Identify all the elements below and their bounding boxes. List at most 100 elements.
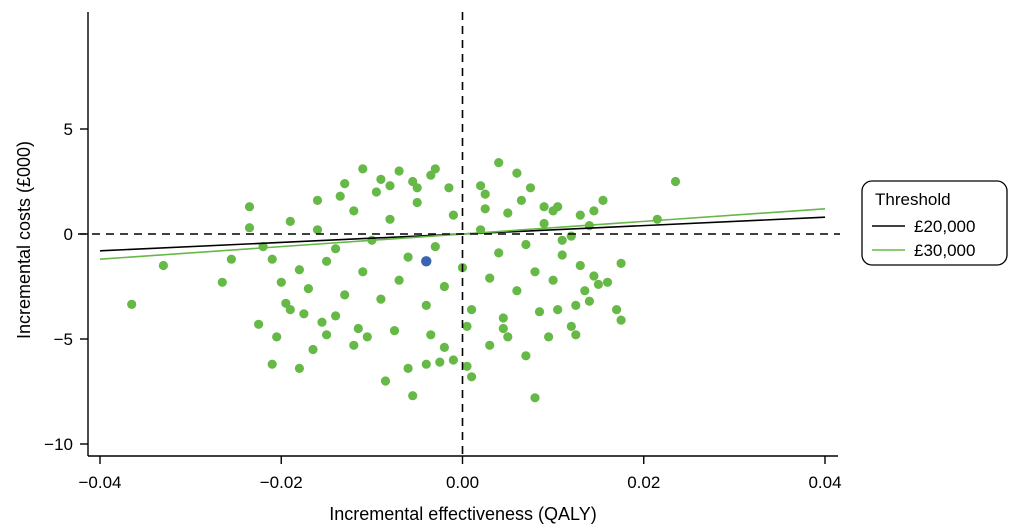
data-point — [566, 231, 576, 241]
y-tick-label: 5 — [64, 120, 73, 139]
data-point — [412, 197, 422, 208]
data-point — [439, 281, 449, 292]
data-point — [299, 309, 309, 319]
data-point — [503, 208, 513, 218]
data-point — [317, 317, 327, 327]
data-point — [534, 307, 545, 317]
data-point — [467, 372, 477, 382]
data-point — [376, 174, 386, 184]
data-point — [566, 321, 576, 331]
y-tick-label: −10 — [44, 435, 73, 454]
data-point — [593, 279, 604, 289]
x-tick-label: −0.02 — [260, 473, 303, 492]
data-point — [281, 298, 291, 308]
data-point — [426, 330, 436, 340]
reference-lines — [78, 12, 840, 456]
data-point — [408, 176, 418, 187]
data-point — [557, 235, 567, 245]
data-point — [127, 299, 137, 309]
data-point — [158, 260, 168, 271]
data-point — [421, 359, 431, 369]
data-point — [521, 351, 531, 361]
data-point — [512, 286, 522, 296]
y-axis-label: Incremental costs (£000) — [14, 141, 34, 339]
data-point — [575, 260, 585, 271]
data-point — [598, 195, 608, 205]
data-point — [530, 267, 540, 277]
data-point — [467, 305, 477, 315]
data-point — [331, 244, 341, 254]
data-point — [380, 376, 391, 386]
data-point — [408, 391, 418, 401]
data-point — [254, 319, 264, 329]
data-point — [267, 359, 277, 369]
y-tick-label: −5 — [54, 330, 73, 349]
data-point — [362, 332, 372, 342]
data-point — [394, 275, 404, 285]
data-point — [394, 166, 404, 176]
mean-point — [421, 256, 432, 267]
data-point — [612, 305, 622, 315]
data-point — [553, 202, 563, 212]
data-point — [340, 290, 350, 300]
data-point — [244, 202, 255, 212]
x-tick-label: −0.04 — [78, 473, 121, 492]
data-point — [516, 195, 527, 205]
data-point — [258, 242, 268, 252]
data-point — [376, 294, 386, 304]
data-point — [616, 315, 626, 325]
data-point — [335, 191, 345, 201]
data-point — [430, 164, 440, 174]
legend-title: Threshold — [875, 190, 951, 209]
data-point — [498, 313, 508, 323]
data-point — [503, 332, 513, 342]
mean-point-layer — [421, 256, 432, 267]
data-point — [389, 326, 400, 336]
data-point — [580, 286, 590, 296]
data-point — [322, 330, 332, 340]
data-point — [272, 332, 282, 342]
data-point — [303, 284, 313, 294]
axes: −0.04 −0.02 0.00 0.02 0.04 −10 −5 0 5 — [44, 12, 842, 492]
data-point — [448, 210, 458, 220]
data-point — [539, 202, 549, 212]
data-point — [521, 239, 531, 250]
data-point — [525, 183, 536, 193]
data-point — [340, 179, 350, 189]
data-point — [553, 305, 563, 315]
data-point — [480, 204, 490, 214]
data-point — [421, 300, 431, 310]
data-point — [485, 273, 495, 283]
data-point — [444, 183, 454, 193]
data-point — [476, 181, 486, 191]
data-point — [539, 218, 549, 229]
data-point — [480, 189, 490, 199]
legend: Threshold £20,000 £30,000 — [861, 180, 1008, 266]
data-point — [371, 187, 381, 197]
data-point — [435, 357, 445, 367]
data-point — [358, 164, 368, 174]
data-point — [512, 168, 522, 178]
data-point — [294, 363, 304, 373]
x-tick-label: 0.02 — [627, 473, 660, 492]
data-point — [557, 250, 567, 260]
data-point — [602, 277, 613, 287]
data-point — [276, 277, 286, 287]
legend-box — [861, 180, 1008, 266]
data-point — [217, 277, 227, 287]
data-point — [448, 355, 458, 365]
legend-entry-2: £30,000 — [914, 241, 975, 260]
data-point — [244, 223, 255, 233]
data-point — [331, 311, 341, 321]
data-point — [589, 271, 599, 281]
data-point — [571, 330, 581, 340]
data-point — [616, 258, 626, 268]
x-tick-label: 0.00 — [446, 473, 479, 492]
data-point — [571, 300, 581, 310]
data-point — [226, 254, 236, 264]
data-point — [349, 340, 359, 350]
data-point — [267, 254, 277, 264]
data-point — [652, 214, 662, 224]
data-point — [494, 248, 504, 258]
